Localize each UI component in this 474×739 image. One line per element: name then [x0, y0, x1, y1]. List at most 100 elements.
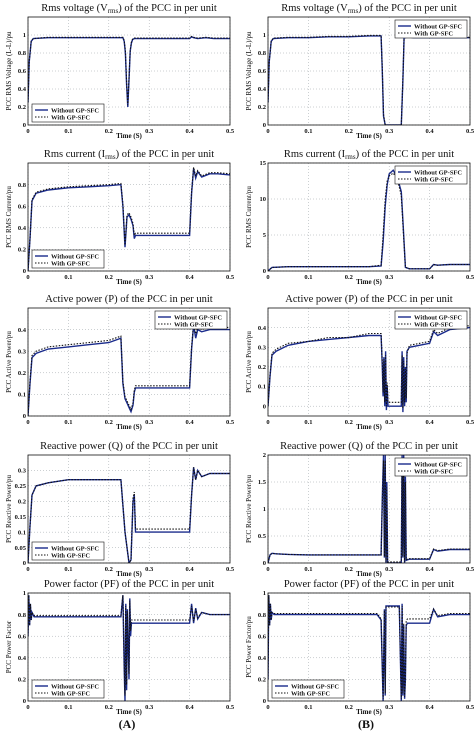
legend-label: With GP-SFC: [51, 114, 90, 121]
y-tick-label: 0.2: [18, 498, 26, 505]
y-tick-label: 0.2: [18, 104, 26, 111]
x-tick-label: 0.5: [226, 704, 235, 711]
chart-title: Active power (P) of the PCC in per unit: [285, 294, 452, 305]
x-tick-label: 0.4: [426, 566, 435, 573]
y-tick-label: 0: [263, 268, 266, 275]
chart-panel-a1: Rms voltage (Vrms) of the PCC in per uni…: [5, 3, 235, 140]
x-tick-label: 0.5: [466, 704, 474, 711]
y-tick-label: 0.6: [18, 633, 27, 640]
x-axis-label: Time (S): [356, 708, 382, 716]
x-tick-label: 0.2: [345, 128, 353, 135]
column-label-a: (A): [119, 717, 136, 731]
chart-panel-b5: Power factor (PF) of the PCC in per unit…: [245, 579, 474, 716]
series-line-with-gp-sfc: [268, 34, 470, 125]
legend-box: [271, 679, 345, 699]
plot-frame: [27, 16, 231, 126]
plot-frame: [27, 162, 231, 272]
x-tick-label: 0.3: [385, 419, 394, 426]
y-axis-label: PCC RMS Current/pu: [5, 186, 13, 248]
legend-label: Without GP-SFC: [291, 683, 339, 690]
x-tick-label: 0.1: [64, 566, 72, 573]
y-tick-label: 0: [23, 413, 26, 420]
plot-frame: [27, 307, 231, 417]
x-tick-label: 0.5: [226, 419, 235, 426]
x-tick-label: 0.3: [145, 128, 154, 135]
x-tick-label: 0.3: [385, 128, 394, 135]
y-tick-label: 0: [263, 560, 266, 567]
x-tick-label: 0.4: [186, 419, 195, 426]
y-tick-label: 0.3: [18, 348, 27, 355]
y-tick-label: 0.3: [258, 344, 267, 351]
chart-panel-a2: Rms current (Irms) of the PCC in per uni…: [5, 149, 235, 286]
x-tick-label: 0.2: [105, 128, 113, 135]
y-tick-label: 1: [23, 32, 26, 39]
series-line-with-gp-sfc: [28, 467, 230, 563]
y-tick-label: 0.2: [258, 677, 266, 684]
y-axis-label: PCC Active Power/pu: [245, 331, 253, 393]
y-tick-label: 0.2: [18, 247, 26, 254]
x-tick-label: 0.4: [186, 128, 195, 135]
legend-label: With GP-SFC: [51, 552, 90, 559]
legend-label: Without GP-SFC: [414, 461, 462, 468]
y-tick-label: 0.6: [18, 203, 27, 210]
x-tick-label: 0: [26, 128, 29, 135]
x-tick-label: 0.4: [186, 274, 195, 281]
y-tick-label: 0: [263, 403, 266, 410]
x-tick-label: 0.4: [426, 419, 435, 426]
chart-title: Rms voltage (Vrms) of the PCC in per uni…: [41, 3, 217, 15]
series-line-with-gp-sfc: [28, 167, 230, 271]
y-tick-label: 0.8: [18, 182, 27, 189]
legend-label: With GP-SFC: [414, 176, 453, 183]
y-tick-label: 0.4: [258, 655, 267, 662]
y-axis-label: PCC Reactive Power/pu: [5, 474, 13, 543]
y-tick-label: 0.8: [258, 612, 267, 619]
x-tick-label: 0.1: [304, 704, 312, 711]
series-line-without-gp-sfc: [28, 325, 230, 416]
x-tick-label: 0.2: [105, 566, 113, 573]
legend-box: [31, 541, 105, 561]
legend-box: [154, 310, 228, 330]
y-axis-label: PCC Power Factor: [5, 620, 13, 673]
plot-frame: [27, 592, 231, 702]
x-axis-label: Time (S): [356, 132, 382, 140]
chart-title: Rms current (Irms) of the PCC in per uni…: [284, 149, 454, 161]
x-tick-label: 0: [266, 128, 269, 135]
plot-frame: [27, 454, 231, 564]
series-line-with-gp-sfc: [268, 595, 470, 699]
x-tick-label: 0: [26, 704, 29, 711]
y-tick-label: 0.5: [258, 533, 267, 540]
x-tick-label: 0: [266, 704, 269, 711]
x-tick-label: 0.3: [145, 419, 154, 426]
legend-label: Without GP-SFC: [414, 169, 462, 176]
legend-box: [394, 310, 468, 330]
series-line-without-gp-sfc: [28, 595, 230, 701]
y-tick-label: 0.4: [18, 86, 27, 93]
x-tick-label: 0: [266, 274, 269, 281]
x-tick-label: 0.3: [385, 274, 394, 281]
x-tick-label: 0.2: [345, 274, 353, 281]
y-tick-label: 0.6: [258, 633, 267, 640]
x-tick-label: 0.3: [385, 566, 394, 573]
legend-label: With GP-SFC: [414, 321, 453, 328]
x-tick-label: 0.1: [304, 274, 312, 281]
chart-panel-a3: Active power (P) of the PCC in per unit 0…: [5, 294, 235, 431]
x-axis-label: Time (S): [116, 423, 142, 431]
y-tick-label: 0.4: [18, 327, 27, 334]
chart-title: Rms voltage (Vrms) of the PCC in per uni…: [281, 3, 457, 15]
x-tick-label: 0: [266, 566, 269, 573]
y-axis-label: PCC RMS Current/pu: [245, 186, 253, 248]
x-axis-label: Time (S): [356, 423, 382, 431]
legend-box: [31, 679, 105, 699]
x-tick-label: 0.2: [105, 419, 113, 426]
y-tick-label: 1: [23, 590, 26, 597]
legend-label: With GP-SFC: [291, 690, 330, 697]
x-tick-label: 0: [26, 419, 29, 426]
x-axis-label: Time (S): [116, 278, 142, 286]
y-tick-label: 1.5: [258, 479, 267, 486]
legend-label: With GP-SFC: [174, 321, 213, 328]
x-tick-label: 0.2: [105, 704, 113, 711]
